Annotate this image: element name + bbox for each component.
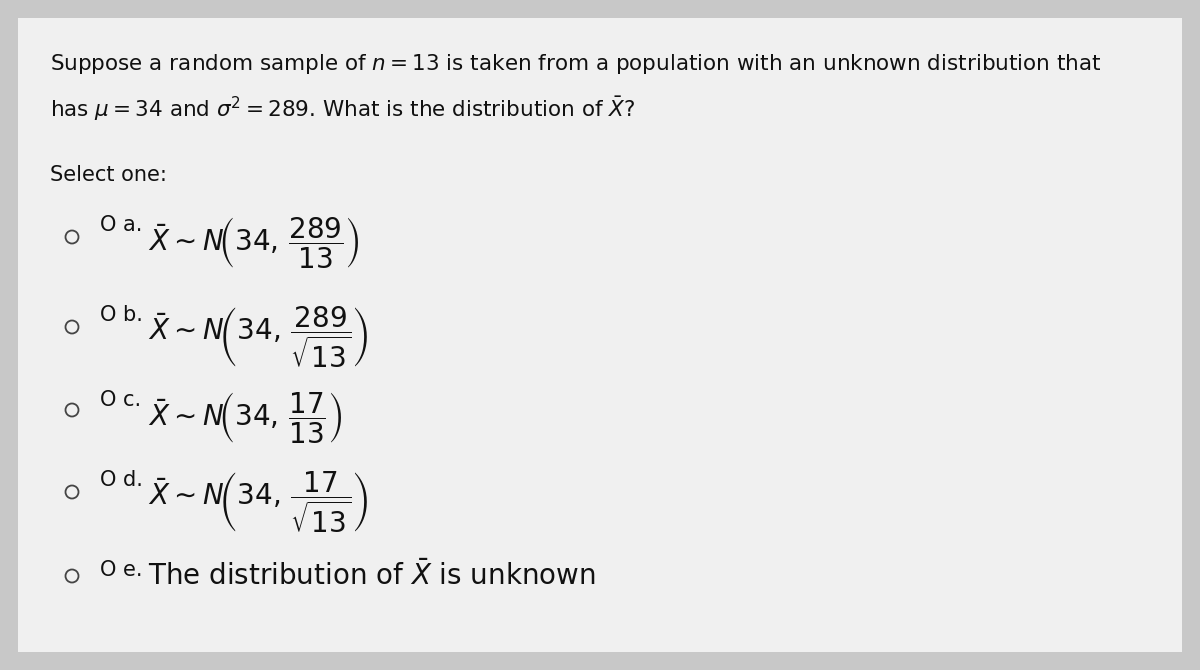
Text: $\bar{X} \sim N\!\left(34,\,\dfrac{17}{13}\right)$: $\bar{X} \sim N\!\left(34,\,\dfrac{17}{1… bbox=[148, 390, 342, 445]
Text: Select one:: Select one: bbox=[50, 165, 167, 185]
Text: O c.: O c. bbox=[100, 390, 142, 410]
Text: The distribution of $\bar{X}$ is unknown: The distribution of $\bar{X}$ is unknown bbox=[148, 560, 595, 591]
FancyBboxPatch shape bbox=[18, 18, 1182, 652]
Text: Suppose a random sample of $n = 13$ is taken from a population with an unknown d: Suppose a random sample of $n = 13$ is t… bbox=[50, 52, 1102, 76]
Text: O b.: O b. bbox=[100, 305, 143, 325]
Text: O a.: O a. bbox=[100, 215, 143, 235]
Text: O e.: O e. bbox=[100, 560, 143, 580]
Text: has $\mu = 34$ and $\sigma^2 = 289$. What is the distribution of $\bar{X}$?: has $\mu = 34$ and $\sigma^2 = 289$. Wha… bbox=[50, 95, 635, 123]
Text: $\bar{X} \sim N\!\left(34,\,\dfrac{289}{\sqrt{13}}\right)$: $\bar{X} \sim N\!\left(34,\,\dfrac{289}{… bbox=[148, 305, 368, 371]
Text: $\bar{X} \sim N\!\left(34,\,\dfrac{289}{13}\right)$: $\bar{X} \sim N\!\left(34,\,\dfrac{289}{… bbox=[148, 215, 360, 270]
Text: $\bar{X} \sim N\!\left(34,\,\dfrac{17}{\sqrt{13}}\right)$: $\bar{X} \sim N\!\left(34,\,\dfrac{17}{\… bbox=[148, 470, 368, 535]
Text: O d.: O d. bbox=[100, 470, 143, 490]
